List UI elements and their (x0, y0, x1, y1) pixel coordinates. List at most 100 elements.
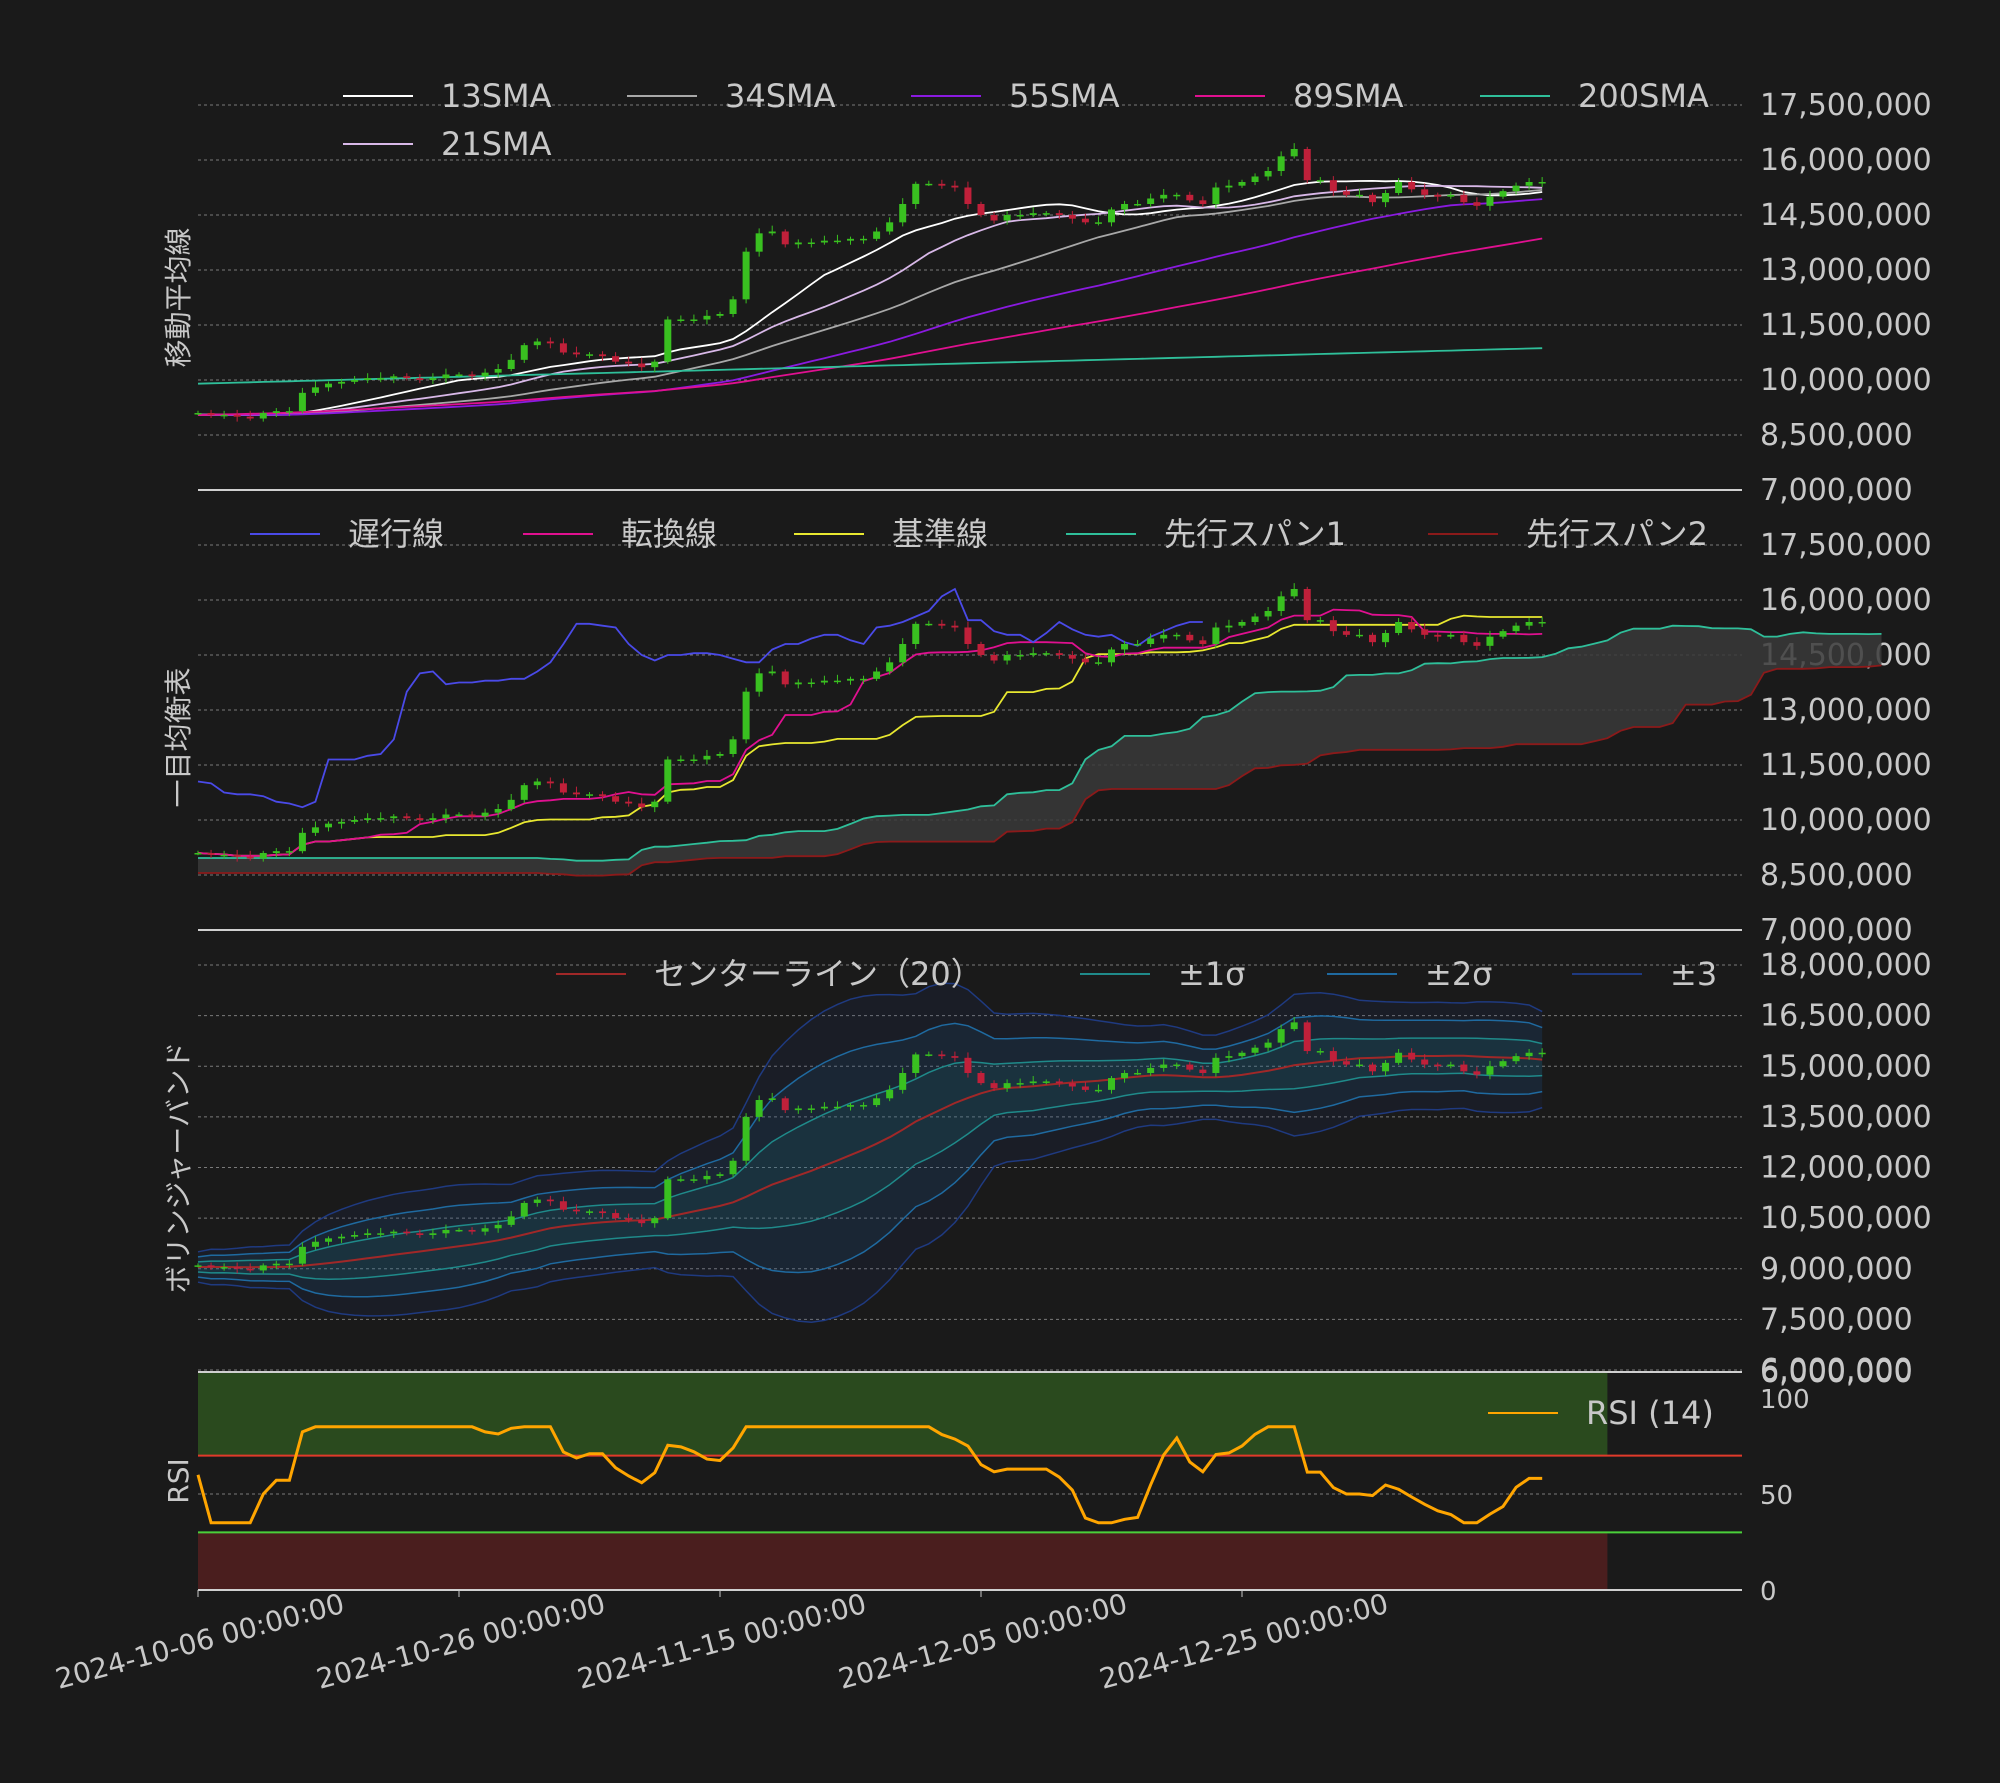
ichimoku-candle-body (1081, 658, 1089, 663)
bollinger-candle-body (833, 1106, 841, 1109)
sma-line-21SMA (198, 184, 1543, 416)
bollinger-candle-body (1316, 1051, 1324, 1053)
bollinger-candle-body (794, 1108, 802, 1111)
sma-candle-body (1447, 194, 1455, 197)
sma-candle-body (468, 374, 476, 377)
ichimoku-legend-label: 遅行線 (348, 515, 444, 553)
sma-candle-body (1316, 180, 1324, 182)
ichimoku-candle-body (664, 759, 672, 802)
sma-candle-body (1186, 194, 1194, 201)
sma-candle-body (1160, 194, 1168, 199)
sma-candle-body (194, 413, 202, 415)
ichimoku-candle-body (390, 816, 398, 819)
bollinger-candle-body (1355, 1064, 1363, 1067)
sma-candle-body (625, 361, 633, 364)
bollinger-candle-body (1512, 1056, 1520, 1062)
ichimoku-candle-body (1094, 662, 1102, 664)
rsi-legend-label: RSI (14) (1586, 1394, 1714, 1432)
bollinger-band-upper (197, 982, 1543, 1253)
ichimoku-candle-body (351, 820, 359, 822)
bollinger-candle-body (325, 1238, 332, 1242)
sma-candle-body (1016, 215, 1024, 217)
ichimoku-candle-body (638, 803, 646, 808)
bollinger-band-fill (198, 1038, 1543, 1280)
bollinger-candle-body (1134, 1073, 1142, 1075)
bollinger-candle-body (455, 1229, 463, 1232)
bollinger-candle-body (377, 1233, 385, 1235)
ichimoku-candle-body (1499, 631, 1507, 637)
sma-candle-body (990, 215, 998, 221)
ichimoku-candle-body (1369, 634, 1376, 643)
sma-candle-body (612, 356, 620, 362)
bollinger-candle-body (873, 1098, 881, 1106)
bollinger-candle-body (285, 1263, 293, 1266)
sma-candle-body (964, 187, 972, 204)
sma-ylabel: 移動平均線 (162, 227, 195, 367)
bollinger-candle-body (442, 1229, 450, 1234)
ichimoku-candle-body (1329, 620, 1337, 632)
rsi-ylabel: RSI (162, 1458, 195, 1504)
bollinger-candle-body (1003, 1083, 1011, 1089)
ichimoku-candle-body (677, 759, 685, 761)
ichimoku-candle-body (690, 759, 698, 761)
sma-candle-body (847, 238, 854, 241)
bollinger-candle-body (1434, 1064, 1442, 1067)
bollinger-candle-body (1277, 1029, 1285, 1043)
bollinger-grid: 6,000,000 7,500,000 9,000,000 10,500,000 12,… (198, 948, 1932, 1388)
bollinger-candle-body (1108, 1078, 1115, 1090)
sma-candle-body (455, 374, 463, 376)
ichimoku-line-span2 (198, 664, 1882, 877)
bollinger-candle-body (729, 1160, 737, 1175)
rsi-ytick-label: 0 (1760, 1577, 1777, 1607)
sma-candle-body (599, 354, 607, 357)
ichimoku-candle-body (494, 809, 502, 813)
bollinger-candle-body (677, 1179, 685, 1181)
ichimoku-cloud (198, 625, 1882, 876)
sma-candle-body (1199, 200, 1207, 204)
bollinger-candle-body (847, 1105, 854, 1107)
sma-candle-body (912, 183, 920, 204)
ichimoku-line-span1 (198, 624, 1882, 862)
sma-candle-body (1395, 182, 1403, 193)
bollinger-band-lower (197, 1106, 1543, 1323)
bollinger-candle-body (220, 1267, 228, 1269)
ichimoku-candle-body (546, 781, 554, 784)
rsi-line (196, 1425, 1543, 1525)
bollinger-candle-body (638, 1219, 646, 1224)
ichimoku-candle-body (1003, 655, 1011, 661)
x-tick-label: 2024-12-25 00:00:00 (1096, 1587, 1392, 1696)
ichimoku-candles (194, 583, 1546, 862)
bollinger-candle-body (625, 1218, 633, 1220)
ichimoku-candle-body (1212, 627, 1220, 644)
sma-candle-body (1434, 194, 1442, 197)
bollinger-candle-body (899, 1073, 907, 1090)
ichimoku-candle-body (481, 812, 489, 817)
ichimoku-candle-body (651, 801, 659, 808)
ichimoku-candle-body (429, 818, 437, 820)
bollinger-candle-body (1042, 1081, 1050, 1083)
bollinger-candle-body (703, 1175, 711, 1180)
bollinger-centerline (198, 1054, 1543, 1269)
sma-candle-body (1277, 156, 1285, 171)
ichimoku-candle-body (1486, 636, 1494, 646)
sma-candle-body (703, 315, 711, 320)
sma-line-13SMA (198, 179, 1543, 417)
bollinger-candle-body (468, 1229, 476, 1232)
ichimoku-candle-body (403, 816, 411, 819)
sma-candle-body (572, 352, 580, 355)
bollinger-candles (194, 1016, 1546, 1274)
sma-candle-body (1408, 182, 1416, 190)
sma-ytick-label: 11,500,000 (1760, 308, 1932, 343)
ichimoku-candle-body (559, 783, 567, 793)
sma-legend-label: 21SMA (441, 125, 552, 163)
ichimoku-candle-body (1160, 634, 1168, 639)
sma-candle-body (664, 319, 672, 362)
sma-candle-body (233, 414, 241, 417)
bollinger-candle-body (820, 1106, 828, 1109)
sma-candle-body (899, 204, 907, 223)
ichimoku-candle-body (833, 680, 841, 683)
ichimoku-legend-label: 転換線 (621, 515, 717, 553)
bollinger-candle-body (338, 1236, 346, 1239)
ichimoku-candle-body (1303, 589, 1311, 621)
bollinger-candle-body (990, 1083, 998, 1089)
